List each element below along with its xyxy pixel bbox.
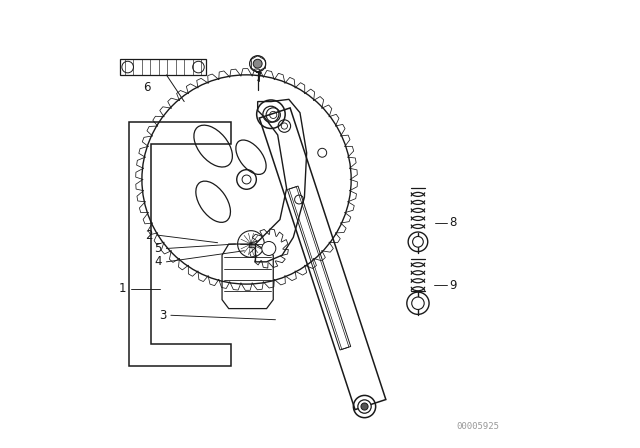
Circle shape — [242, 175, 251, 184]
Text: 3: 3 — [159, 309, 166, 322]
Circle shape — [412, 297, 424, 310]
Text: 4: 4 — [154, 255, 162, 268]
Circle shape — [413, 237, 423, 247]
Circle shape — [358, 400, 371, 413]
Text: 5: 5 — [155, 242, 162, 255]
Text: 8: 8 — [449, 216, 456, 229]
Circle shape — [262, 241, 276, 255]
Text: 00005925: 00005925 — [456, 422, 500, 431]
Circle shape — [253, 59, 262, 68]
Text: 9: 9 — [449, 279, 456, 292]
Text: 1: 1 — [119, 282, 126, 295]
Text: 6: 6 — [143, 81, 151, 94]
Circle shape — [361, 403, 368, 410]
Text: 7: 7 — [255, 71, 262, 84]
Text: 2: 2 — [145, 228, 153, 241]
Circle shape — [269, 112, 277, 118]
Circle shape — [281, 123, 287, 129]
